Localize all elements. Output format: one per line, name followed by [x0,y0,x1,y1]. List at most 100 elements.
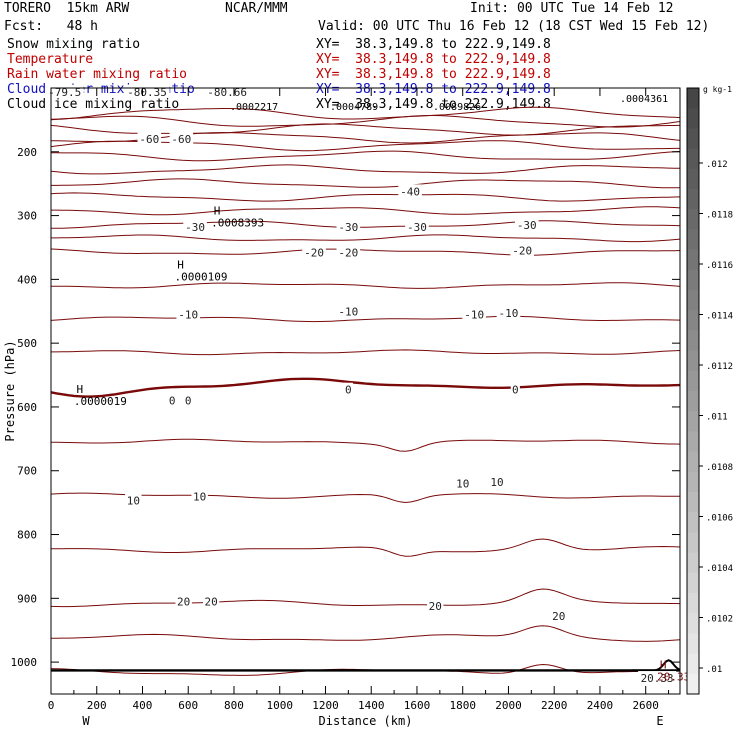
y-tick-label: 600 [17,401,37,414]
isotherm-label: 20 [429,600,442,613]
isotherm-label: 0 [185,395,192,408]
colorbar-label: .0108 [706,463,733,473]
x-tick-label: 600 [178,699,198,712]
colorbar-label: .011 [706,413,728,423]
maximum-value: .0000109 [175,271,228,284]
y-tick-label: 800 [17,529,37,542]
isotherm-label: -60 [171,133,191,146]
isotherm-label-bg [427,598,444,612]
colorbar-swatch [687,633,699,655]
isotherm-0 [50,377,681,398]
colorbar-swatch [687,532,699,554]
isotherm-label: -20 [512,245,532,258]
x-tick-label: 200 [87,699,107,712]
x-tick-label: 2000 [495,699,522,712]
x-axis-label: Distance (km) [319,714,413,728]
isotherm-label: -80.66 [207,86,247,99]
colorbar-label: .0106 [706,514,733,524]
isotherm-label: -20 [304,247,324,260]
isotherm-label-bg [336,245,361,259]
isotherm-label: 20 [177,596,190,609]
colorbar-swatch [687,552,699,574]
colorbar-label: .0116 [706,261,733,271]
isotherm-label-bg [462,307,486,321]
isotherm--75 [50,115,681,128]
colorbar-swatch [687,209,699,230]
isotherm-label: 0 [345,384,352,397]
colorbar-label: .0118 [706,211,733,221]
isotherm-label: -10 [499,307,519,320]
colorbar-swatch [687,330,699,352]
maximum-marker: H [177,259,184,272]
isotherm-5 [51,438,681,452]
east-label: E [656,714,663,728]
x-tick-label: 1000 [266,699,293,712]
isotherm-label-bg [336,220,361,234]
isotherm-label: -40 [400,185,420,198]
overlap-value: .0004789 [330,102,378,113]
west-label: W [82,714,90,728]
isotherm-contours [50,106,681,676]
isotherm-label: -30 [517,219,537,232]
isotherm-label-bg [302,245,326,259]
isotherm-label-bg [125,493,142,507]
maximum-marker: H [77,383,84,396]
colorbar-swatch [687,310,699,331]
maximum-value: .0000019 [74,395,127,408]
isotherm-label: 20 [204,596,217,609]
colorbar-swatch [687,673,699,695]
isotherm-label-bg [176,307,201,321]
x-tick-label: 400 [133,699,153,712]
isotherm-label-bg [496,306,521,320]
x-tick-label: 2600 [632,699,659,712]
isotherm-label: 10 [193,490,206,503]
isotherm-label-bg [514,218,539,232]
isotherm--10 [50,315,681,323]
field-temperature-name: Temperature [7,52,94,67]
colorbar-swatch [687,249,699,271]
isotherm-label: -30 [407,221,427,234]
isotherm-label: -10 [464,308,484,321]
colorbar-label: .01 [706,665,722,675]
isotherm--35 [51,206,681,216]
isotherm-label-bg [510,382,520,396]
isotherm-label: -30 [338,221,358,234]
isotherm--40 [50,192,681,202]
colorbar-label: .0112 [706,362,733,372]
model-title: TORERO 15km ARW [4,1,130,16]
colorbar-swatch [687,431,699,453]
isotherm-label-bg [336,304,361,318]
colorbar-swatch [687,108,699,129]
colorbar-swatch [687,350,699,372]
colorbar-label: .0102 [706,615,733,625]
overlap-value: .0002217 [230,102,278,113]
isotherm-label: -10 [338,305,358,318]
colorbar-units: g kg-1 [703,85,732,94]
isotherm-label-bg [398,184,422,198]
plot-frame [50,87,681,695]
x-tick-label: 1800 [449,699,476,712]
isotherm-label-bg [488,475,506,489]
colorbar-swatch [687,269,699,291]
isotherm-label: 0 [169,395,176,408]
colorbar-frame [686,87,700,695]
isotherm-label-bg [454,476,471,490]
x-tick-label: 0 [48,699,55,712]
isotherm-label-bg [202,594,220,608]
field-rain-xy: XY= 38.3,149.8 to 222.9,149.8 [316,67,551,82]
colorbar-label: .012 [706,160,728,170]
colorbar-swatch [687,411,699,432]
isotherm-10 [50,492,680,504]
isotherm--20 [50,248,681,256]
isotherm-label-bg [167,393,177,407]
isotherm-label: -30 [185,221,205,234]
colorbar-swatch [687,229,699,251]
colorbar-swatch [687,653,699,675]
field-snow-xy: XY= 38.3,149.8 to 222.9,149.8 [316,37,551,52]
maximum-marker: H [660,658,667,671]
x-tick-label: 2200 [541,699,568,712]
isotherm-20 [50,588,681,608]
colorbar-swatch [687,189,699,210]
x-tick-label: 1400 [358,699,385,712]
